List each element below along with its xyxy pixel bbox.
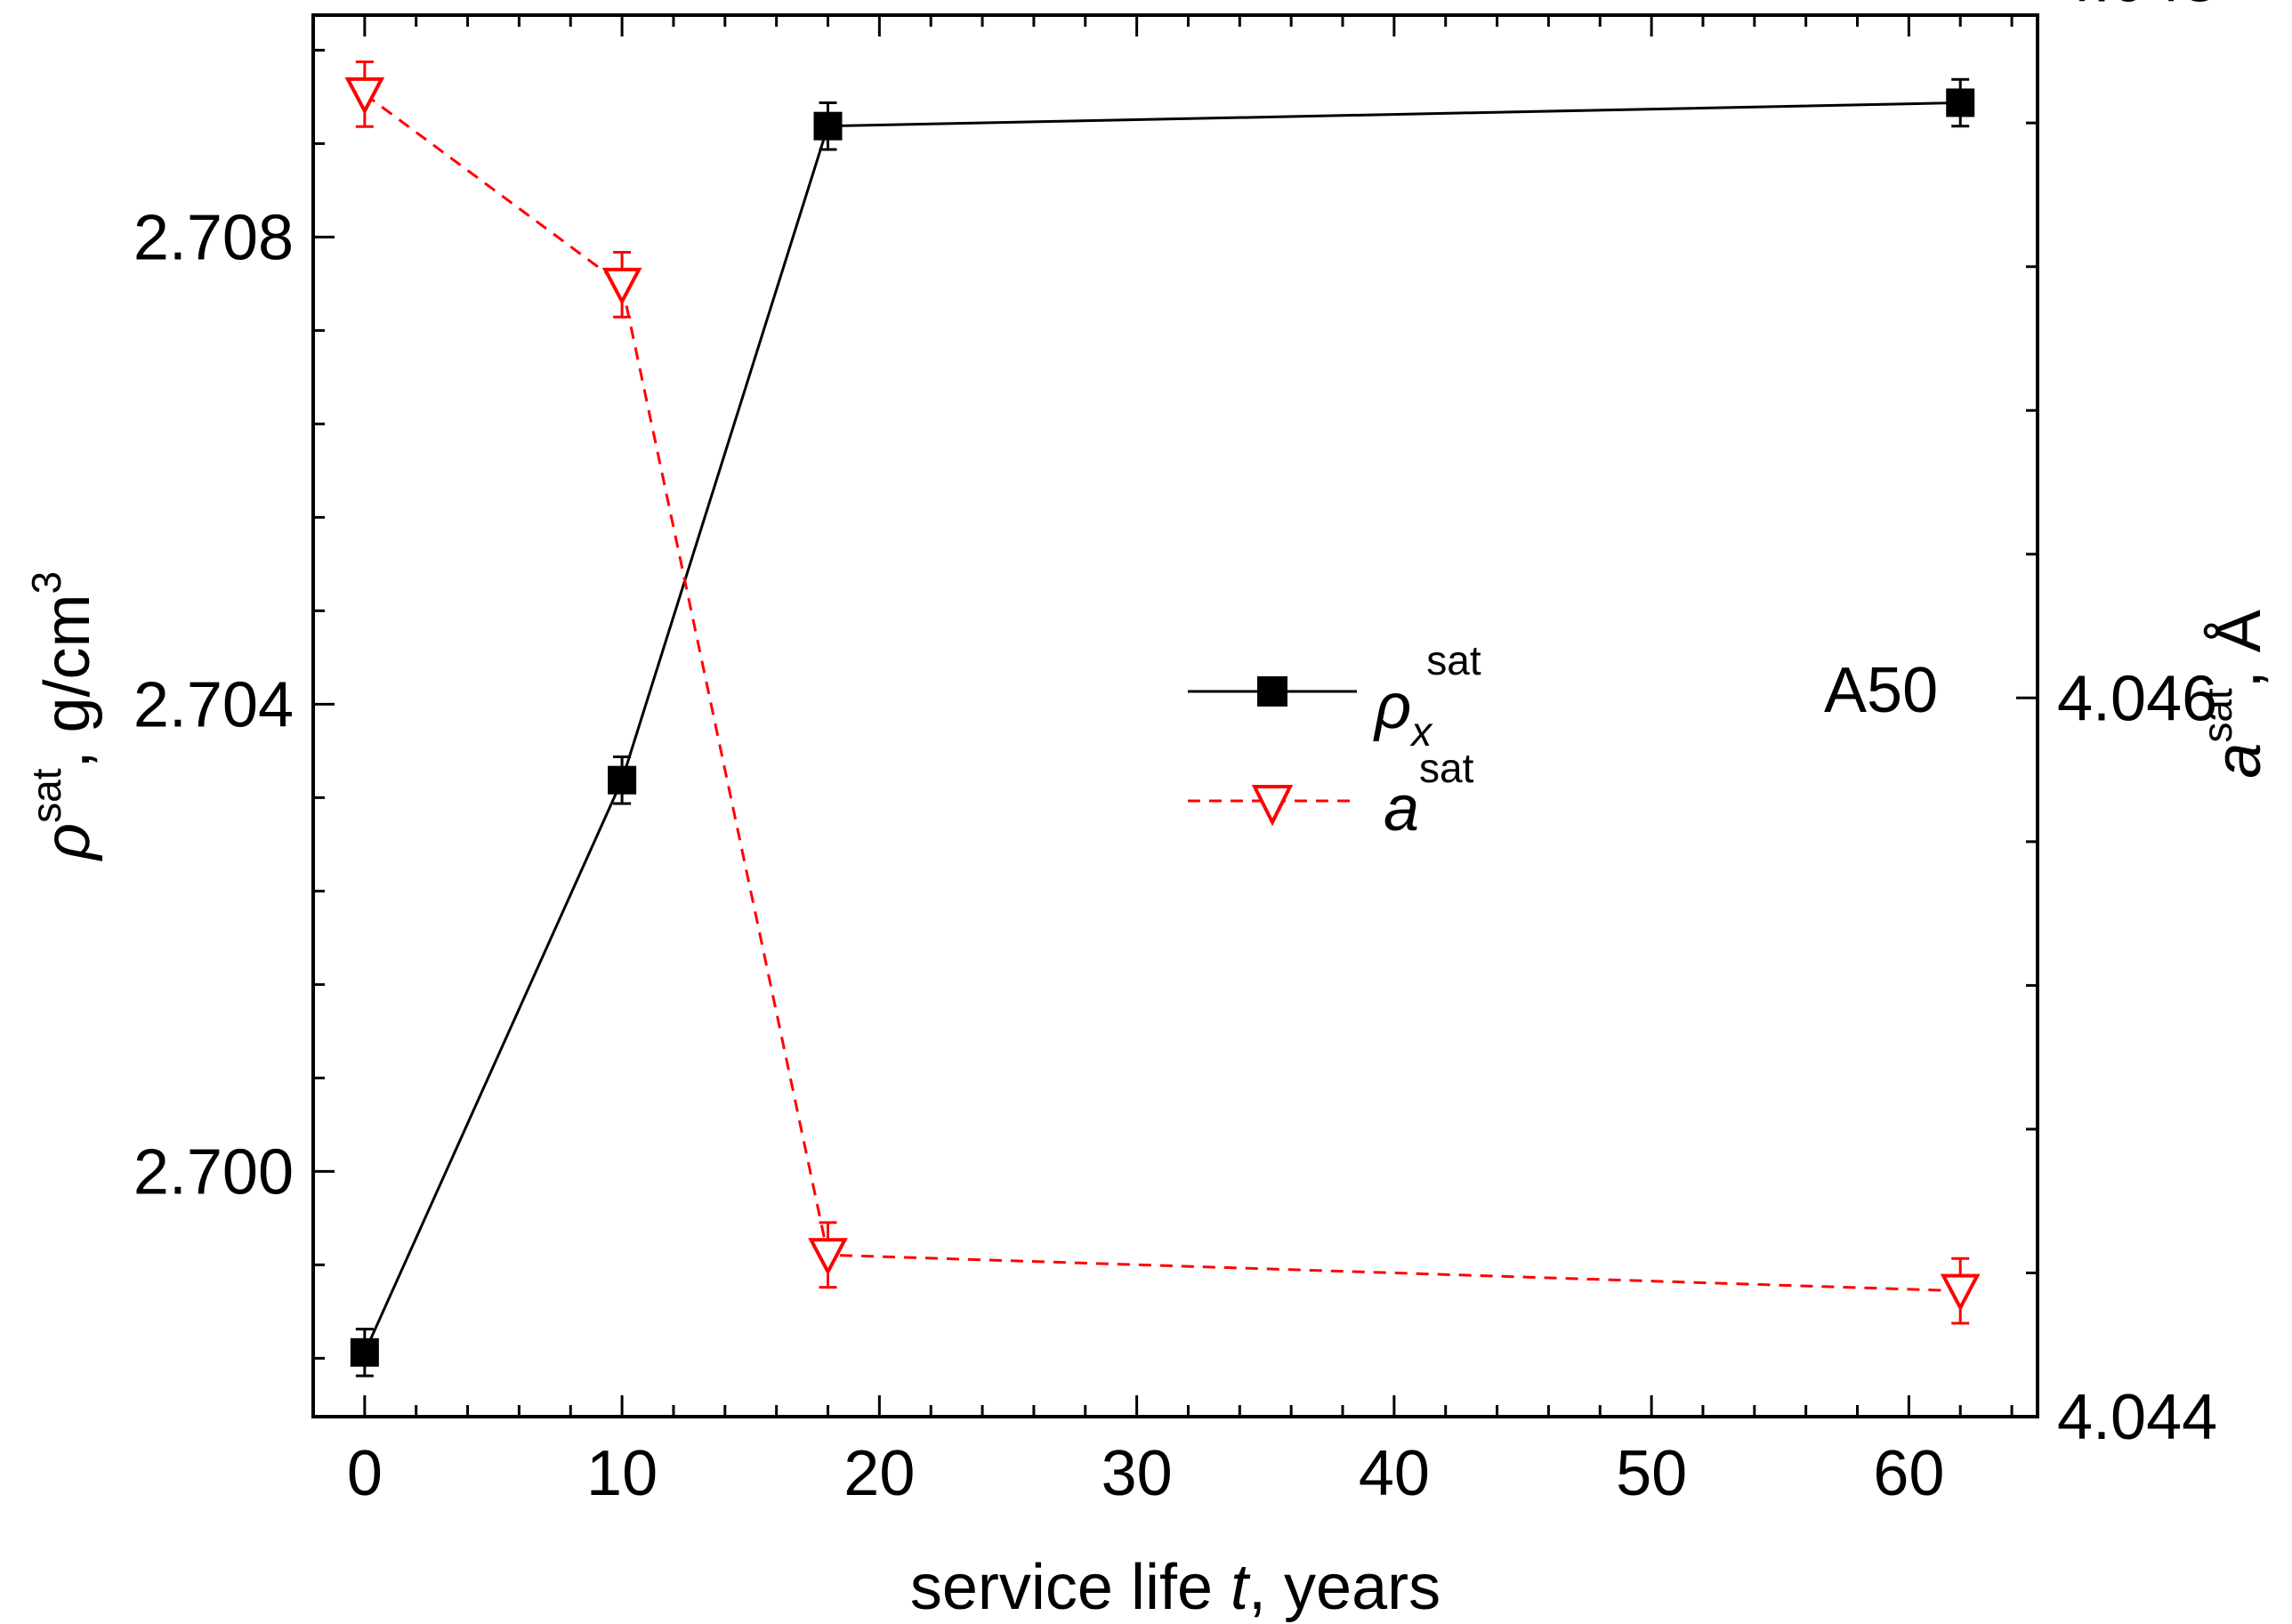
data-point: [1940, 1273, 1981, 1312]
y-right-tick-label: 4.048: [2057, 0, 2217, 16]
legend-label-rho: ρxsat: [1373, 637, 1481, 755]
data-point: [608, 765, 637, 795]
x-tick-label: 30: [1102, 1438, 1173, 1509]
y-left-axis-title: ρsat, g/cm3: [23, 571, 103, 861]
x-tick-label: 20: [843, 1438, 915, 1509]
series-layer: [344, 61, 1981, 1378]
y-left-tick-label: 2.700: [133, 1136, 294, 1208]
x-tick-label: 0: [347, 1438, 383, 1509]
data-point: [350, 1337, 379, 1367]
y-right-tick-label: 4.046: [2057, 663, 2217, 734]
y-left-tick-label: 2.708: [133, 202, 294, 273]
plot-frame: [311, 13, 2039, 1418]
y-right-tick-label: 4.044: [2057, 1382, 2217, 1453]
x-tick-label: 60: [1873, 1438, 1944, 1509]
axis-ticks: [311, 15, 2038, 1418]
tick-labels: 0 10 20 30 40 50 60 2.700 2.704 2.708 4.044 4.046 4.…: [133, 0, 2217, 1509]
sample-annotation: A50: [1824, 655, 1938, 726]
data-point: [813, 111, 843, 141]
x-tick-label: 50: [1616, 1438, 1687, 1509]
series-rho_x_sat: [350, 77, 1975, 1378]
legend: ρxsat asat: [1188, 637, 1481, 844]
legend-label-a: asat: [1384, 745, 1474, 844]
y-left-tick-label: 2.704: [133, 669, 294, 740]
series-line-a_sat: [363, 93, 1961, 1293]
series-a_sat: [344, 61, 1981, 1325]
y-right-axis-title: asat, Å: [2194, 610, 2274, 778]
data-point: [1946, 88, 1975, 117]
data-point: [344, 77, 385, 116]
legend-marker-rho: [1257, 676, 1287, 707]
x-tick-label: 40: [1359, 1438, 1430, 1509]
x-tick-label: 10: [586, 1438, 658, 1509]
x-axis-title: service life t, years: [910, 1552, 1441, 1623]
data-point: [808, 1238, 848, 1276]
legend-marker-a: [1251, 785, 1294, 827]
series-line-rho_x_sat: [363, 101, 1961, 1353]
data-point: [601, 267, 642, 306]
